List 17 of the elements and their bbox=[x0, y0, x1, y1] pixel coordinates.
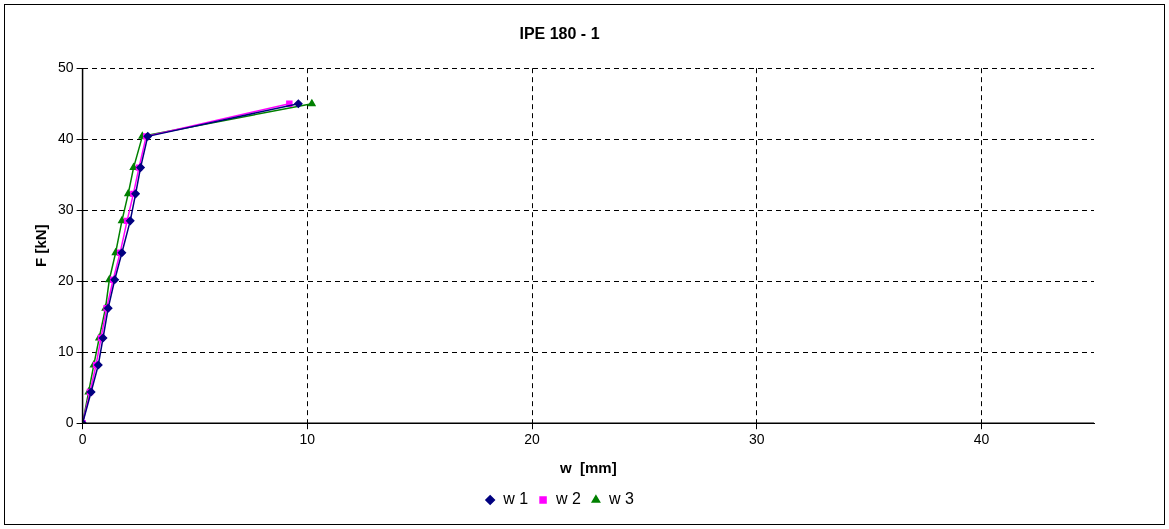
y-tick-label: 30 bbox=[57, 201, 74, 218]
x-tick-label: 30 bbox=[749, 431, 765, 448]
y-tick-label: 20 bbox=[57, 272, 74, 289]
x-tick-label: 10 bbox=[299, 431, 316, 448]
x-tick-label: 20 bbox=[524, 431, 541, 448]
legend-label: w 2 bbox=[555, 490, 582, 508]
legend-label: w 3 bbox=[607, 490, 634, 508]
y-tick-label: 50 bbox=[57, 59, 74, 76]
y-tick-label: 10 bbox=[57, 343, 74, 360]
x-tick-label: 40 bbox=[973, 431, 990, 448]
y-tick-label: 0 bbox=[65, 414, 74, 431]
legend-label: w 1 bbox=[502, 490, 529, 508]
chart-title: IPE 180 - 1 bbox=[519, 25, 600, 43]
y-tick-label: 40 bbox=[57, 130, 74, 147]
x-axis-title: w [mm] bbox=[558, 459, 617, 477]
y-axis-title: F [kN] bbox=[32, 224, 50, 267]
x-tick-label: 0 bbox=[78, 431, 87, 448]
